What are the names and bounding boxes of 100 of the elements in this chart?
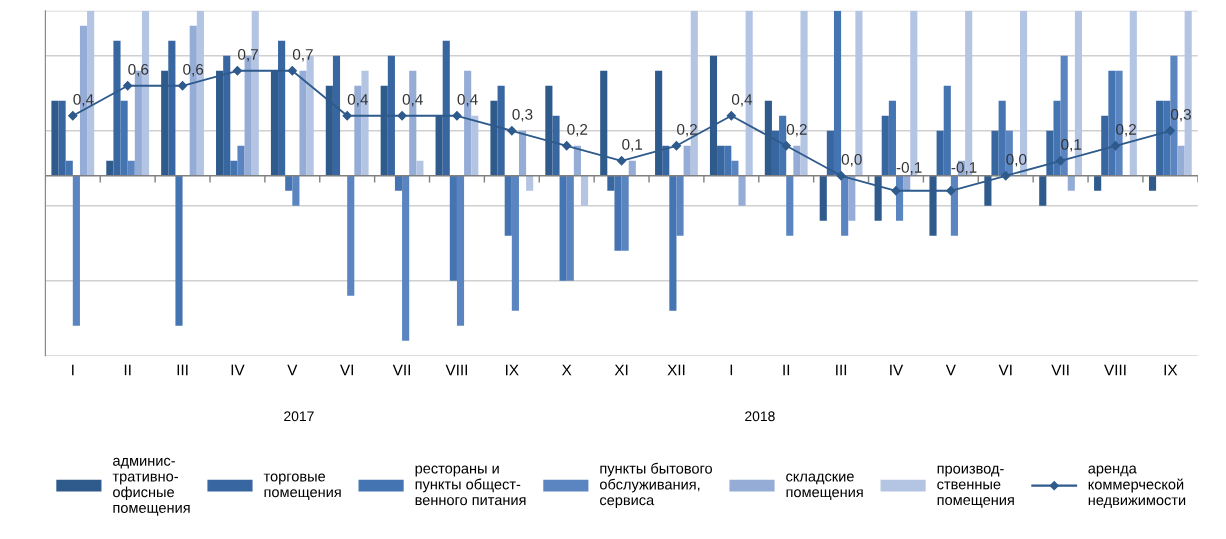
x-tick-label: IV <box>231 364 245 376</box>
bar <box>435 115 443 176</box>
x-tick-label: IX <box>1164 364 1178 376</box>
bar <box>1053 100 1061 176</box>
bar <box>299 70 307 176</box>
data-label: 0,6 <box>128 63 149 77</box>
point <box>946 186 956 196</box>
bar <box>683 145 691 176</box>
x-tick-label: VIII <box>1104 364 1126 376</box>
bar <box>223 55 231 176</box>
bar <box>1046 130 1054 176</box>
point <box>616 156 627 166</box>
x-tick-label: VII <box>1051 364 1069 376</box>
bar <box>881 115 889 176</box>
point <box>891 186 901 196</box>
legend-label: производ- ственные помещения <box>937 465 1014 508</box>
data-label: 0,7 <box>292 48 313 62</box>
bar <box>511 175 519 311</box>
point <box>123 81 133 91</box>
point <box>836 171 846 181</box>
point <box>1055 156 1066 166</box>
x-tick-label: VIII <box>445 364 467 376</box>
bar <box>888 100 896 176</box>
bar <box>724 145 732 176</box>
x-tick-label: III <box>177 364 188 376</box>
bar <box>1177 145 1185 176</box>
x-tick-label: VI <box>998 364 1012 376</box>
x-tick-label: V <box>287 364 298 376</box>
bar <box>1148 175 1157 191</box>
text: 2017 <box>284 411 314 422</box>
bar <box>51 100 59 176</box>
point <box>1001 171 1011 181</box>
bar <box>387 55 395 176</box>
bar <box>518 130 527 176</box>
bar <box>779 115 787 176</box>
legend-label: админис- тративно- офисные помещения <box>112 457 190 516</box>
point <box>342 111 352 121</box>
bar <box>106 160 114 176</box>
point <box>562 141 572 151</box>
x-tick-label: IX <box>506 364 519 376</box>
text: 2018 <box>745 411 775 422</box>
point <box>1110 141 1121 151</box>
bar <box>394 175 403 191</box>
data-label: 0,4 <box>731 93 753 107</box>
bar <box>471 115 479 176</box>
bar <box>1067 175 1075 191</box>
bar <box>285 175 293 191</box>
bar <box>1101 115 1109 176</box>
x-tick-label: III <box>836 364 847 376</box>
bar <box>325 85 333 176</box>
data-label: -0,1 <box>896 162 922 175</box>
bar <box>449 175 457 281</box>
point <box>671 141 682 151</box>
data-label: 0,1 <box>622 138 643 152</box>
bar <box>127 160 135 176</box>
bar <box>580 175 589 206</box>
x-tick-label: XI <box>614 364 628 376</box>
bar <box>936 130 944 176</box>
bar <box>676 175 684 236</box>
x-tick-label: VII <box>392 364 410 376</box>
bar <box>278 40 286 176</box>
bar <box>490 100 498 176</box>
x-tick-label: V <box>945 364 956 376</box>
bar <box>848 175 856 221</box>
bar <box>332 55 341 176</box>
bar <box>607 175 615 191</box>
x-tick-label: X <box>561 364 572 376</box>
bar <box>1163 100 1171 176</box>
bar <box>717 145 725 176</box>
bar <box>771 130 780 176</box>
point <box>1165 126 1175 136</box>
bar <box>552 115 560 176</box>
bar <box>545 85 553 176</box>
data-label: 0,2 <box>677 123 697 137</box>
x-tick-label: I <box>730 364 733 376</box>
legend-label: рестораны и пункты общест- венного питания <box>415 465 526 506</box>
data-label: 0,1 <box>1061 138 1082 152</box>
bar <box>380 85 388 176</box>
bar <box>833 10 842 176</box>
point <box>68 111 78 121</box>
data-label: 0,4 <box>73 93 94 107</box>
bar <box>943 85 951 176</box>
bar <box>292 175 300 206</box>
point <box>726 111 736 121</box>
data-label: 0,2 <box>1116 123 1136 137</box>
bar <box>1108 70 1116 176</box>
data-label: -0,1 <box>951 162 977 175</box>
bar <box>120 100 128 176</box>
bar <box>65 160 73 176</box>
x-tick-label: II <box>124 364 131 376</box>
bar <box>841 175 849 236</box>
point <box>232 66 243 76</box>
point <box>507 126 517 136</box>
data-label: 0,3 <box>512 108 533 122</box>
bar <box>559 175 567 281</box>
bar <box>402 175 410 341</box>
data-label: 0,0 <box>841 153 862 167</box>
bar <box>826 130 834 176</box>
data-label: 0,2 <box>786 123 807 137</box>
bar <box>230 160 238 176</box>
